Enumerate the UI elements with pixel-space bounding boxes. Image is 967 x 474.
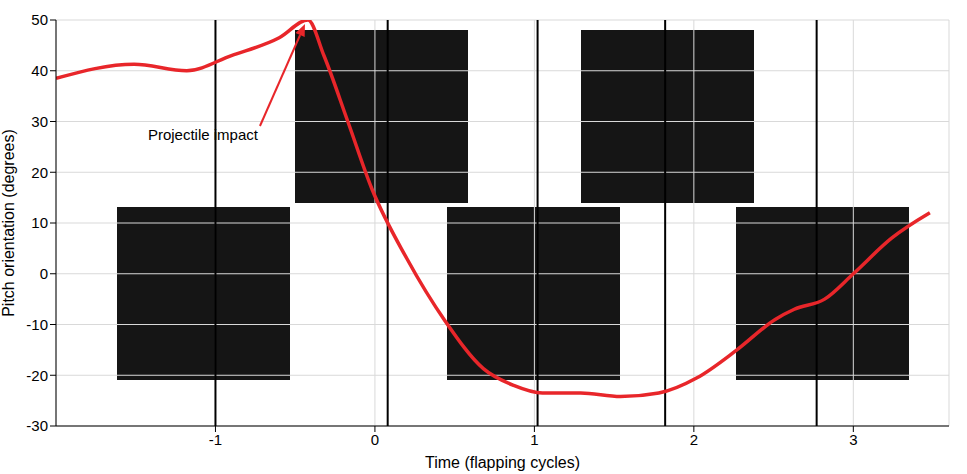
svg-text:Pitch orientation (degrees): Pitch orientation (degrees) <box>0 129 17 317</box>
svg-text:0: 0 <box>40 265 48 282</box>
svg-text:-30: -30 <box>26 417 48 434</box>
svg-text:40: 40 <box>31 62 48 79</box>
svg-text:50: 50 <box>31 11 48 28</box>
svg-text:10: 10 <box>31 214 48 231</box>
svg-text:30: 30 <box>31 113 48 130</box>
svg-text:-10: -10 <box>26 316 48 333</box>
svg-text:3: 3 <box>849 431 857 448</box>
svg-text:2: 2 <box>690 431 698 448</box>
svg-text:Projectile impact: Projectile impact <box>148 126 259 143</box>
svg-text:-20: -20 <box>26 367 48 384</box>
svg-text:1: 1 <box>530 431 538 448</box>
svg-text:0: 0 <box>371 431 379 448</box>
svg-text:Time (flapping cycles): Time (flapping cycles) <box>425 454 580 471</box>
svg-text:20: 20 <box>31 164 48 181</box>
svg-text:-1: -1 <box>209 431 222 448</box>
